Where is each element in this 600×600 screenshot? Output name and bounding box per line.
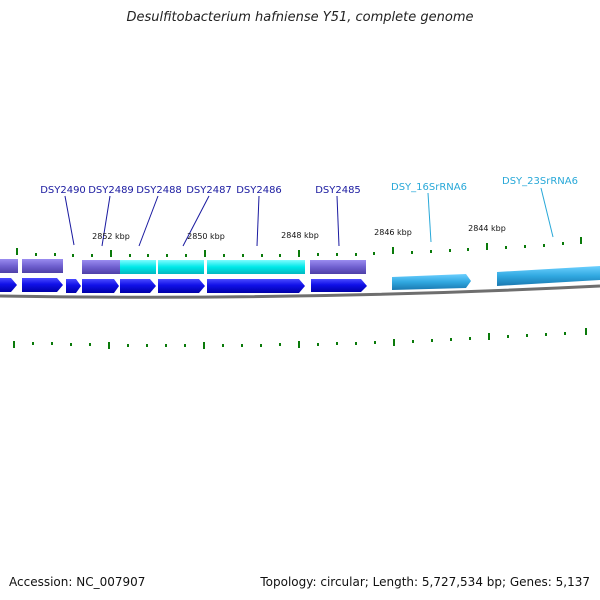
scale-label: 2844 kbp xyxy=(468,224,506,233)
gene-feature[interactable] xyxy=(310,260,366,274)
rrna-arrow-16s[interactable] xyxy=(392,274,471,290)
gene-feature[interactable] xyxy=(0,259,18,273)
gene-label[interactable]: DSY2488 xyxy=(136,185,182,196)
gene-track xyxy=(0,259,366,274)
gene-label[interactable]: DSY2490 xyxy=(40,185,86,196)
cds-arrow[interactable] xyxy=(82,279,119,293)
gene-label[interactable]: DSY_23SrRNA6 xyxy=(502,176,578,187)
scale-labels: 2852 kbp 2850 kbp 2848 kbp 2846 kbp 2844… xyxy=(92,224,506,241)
map-title: Desulfitobacterium hafniense Y51, comple… xyxy=(126,10,474,25)
cds-arrow[interactable] xyxy=(207,279,305,293)
rrna-gene-feature[interactable] xyxy=(120,260,156,274)
inner-scale-ticks xyxy=(13,328,587,349)
gene-labels: DSY2490 DSY2489 DSY2488 DSY2487 DSY2486 … xyxy=(40,176,578,196)
scale-label: 2846 kbp xyxy=(374,228,412,237)
rrna-gene-feature[interactable] xyxy=(158,260,204,274)
rrna-gene-feature[interactable] xyxy=(207,260,305,274)
accession-text: Accession: NC_007907 xyxy=(9,575,146,589)
gene-label[interactable]: DSY_16SrRNA6 xyxy=(391,182,467,193)
feature-track xyxy=(0,266,600,293)
cds-arrow[interactable] xyxy=(311,279,367,292)
gene-feature[interactable] xyxy=(22,259,63,273)
scale-label: 2848 kbp xyxy=(281,231,319,240)
cds-arrow[interactable] xyxy=(158,279,205,293)
cds-arrow[interactable] xyxy=(120,279,156,293)
outer-scale-ticks xyxy=(16,237,582,257)
cds-arrow[interactable] xyxy=(0,278,17,292)
cds-arrow[interactable] xyxy=(22,278,63,292)
gene-feature[interactable] xyxy=(82,260,120,274)
label-leaders xyxy=(64,187,554,247)
genome-summary-text: Topology: circular; Length: 5,727,534 bp… xyxy=(260,575,590,589)
genome-backbone xyxy=(0,284,600,299)
cds-arrow[interactable] xyxy=(66,279,81,293)
scale-label: 2852 kbp xyxy=(92,232,130,241)
gene-label[interactable]: DSY2487 xyxy=(186,185,232,196)
scale-label: 2850 kbp xyxy=(187,232,225,241)
gene-label[interactable]: DSY2485 xyxy=(315,185,361,196)
gene-label[interactable]: DSY2489 xyxy=(88,185,134,196)
rrna-arrow-23s[interactable] xyxy=(497,266,600,286)
gene-label[interactable]: DSY2486 xyxy=(236,185,282,196)
